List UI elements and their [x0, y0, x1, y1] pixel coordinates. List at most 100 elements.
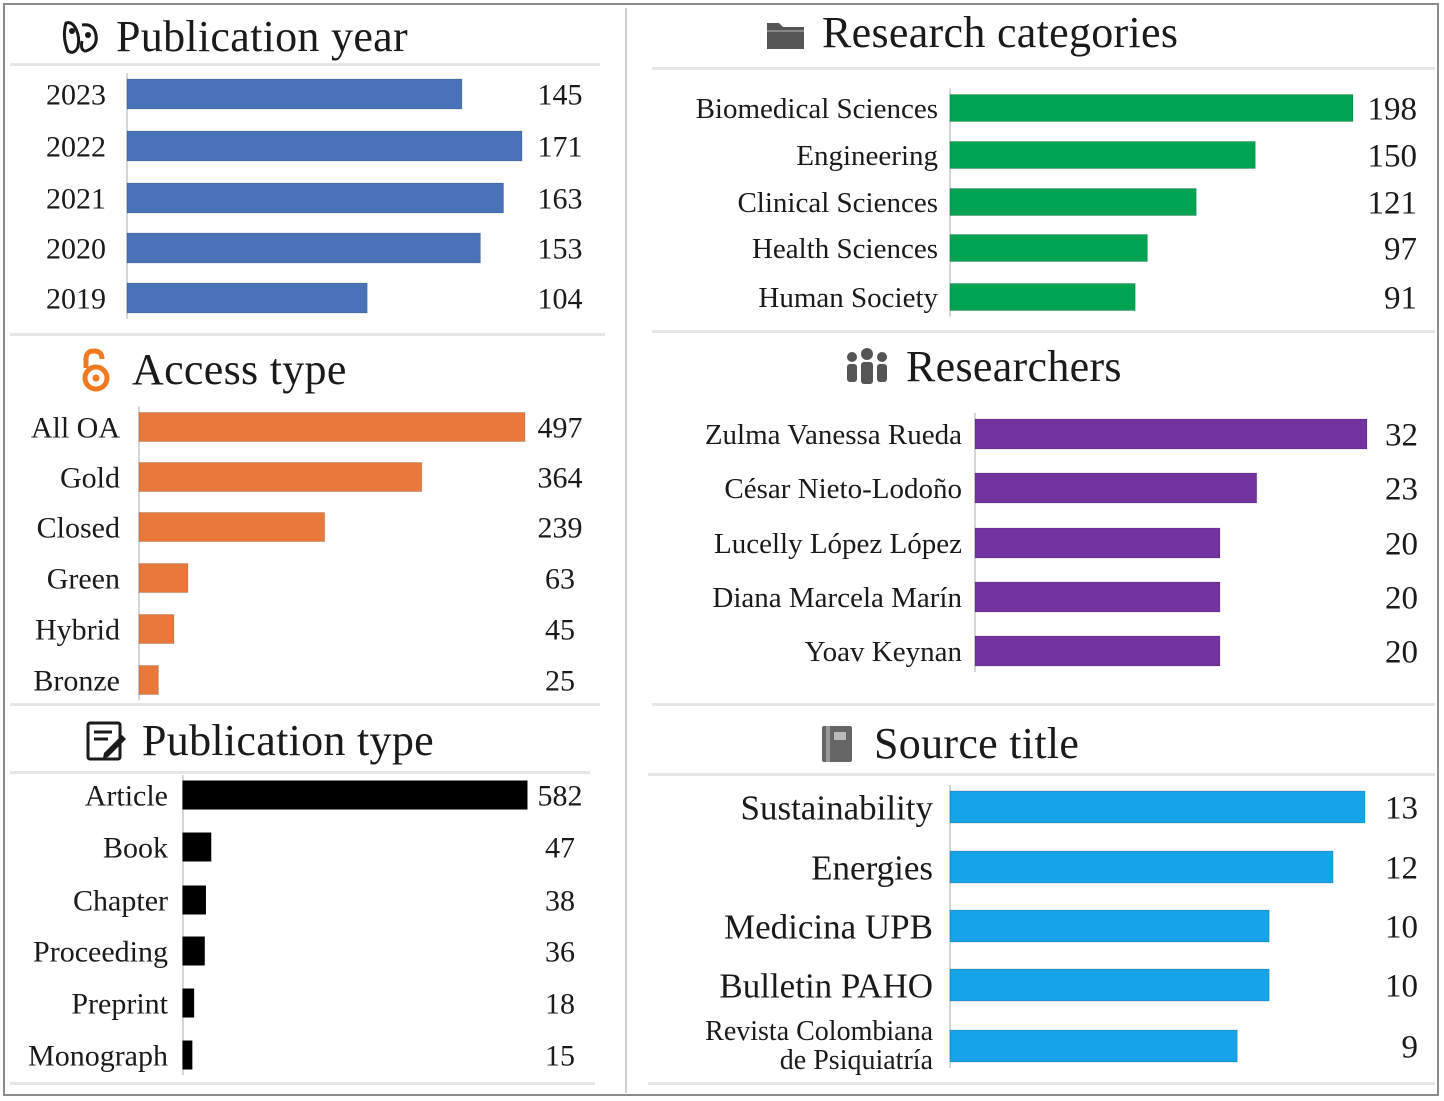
bar	[126, 182, 505, 214]
bar	[949, 234, 1148, 262]
category-label: Bulletin PAHO	[719, 966, 933, 1005]
category-label: Preprint	[71, 988, 168, 1021]
bar	[126, 78, 463, 110]
publication-type-chart: Article 582 Book 47 Chapter 38 Proceeding 36 Pre…	[28, 775, 583, 1075]
value-label: 10	[1385, 910, 1418, 946]
people-group-icon	[842, 345, 892, 389]
value-label: 497	[538, 412, 583, 445]
bar	[138, 412, 526, 442]
open-access-lock-icon	[74, 348, 118, 392]
bar	[182, 988, 195, 1018]
category-label: Monograph	[28, 1040, 168, 1073]
value-label: 25	[545, 665, 575, 698]
bar	[974, 418, 1368, 450]
bar	[949, 283, 1136, 311]
divider	[652, 67, 1435, 70]
value-label: 239	[538, 512, 583, 545]
value-label: 23	[1385, 472, 1418, 508]
category-label: Green	[47, 563, 120, 596]
category-label: Human Society	[758, 282, 938, 314]
value-label: 163	[538, 183, 583, 216]
publication-year-title: Publication year	[58, 12, 408, 62]
category-label: Chapter	[73, 885, 168, 918]
divider	[10, 1082, 595, 1085]
value-label: 91	[1384, 281, 1417, 317]
divider	[652, 330, 1435, 333]
access-type-title: Access type	[74, 345, 347, 395]
value-label: 198	[1368, 92, 1418, 128]
bar	[182, 832, 212, 862]
folder-icon	[764, 13, 808, 53]
value-label: 9	[1402, 1030, 1419, 1066]
category-label: Closed	[37, 512, 120, 545]
category-label: 2020	[46, 233, 106, 266]
research-categories-chart: Biomedical Sciences 198 Engineering 150 Clin…	[696, 88, 1418, 317]
value-label: 13	[1385, 791, 1418, 827]
category-label: Diana Marcela Marín	[712, 582, 962, 614]
bar	[949, 141, 1256, 169]
researchers-chart: Zulma Vanessa Rueda 32 César Nieto-Lodoño 2…	[705, 413, 1418, 672]
value-label: 47	[545, 832, 575, 865]
category-label: All OA	[31, 412, 121, 445]
category-label: Gold	[60, 462, 120, 495]
value-label: 364	[538, 462, 583, 495]
category-label: Medicina UPB	[724, 907, 933, 946]
book-icon	[816, 722, 860, 766]
bar	[126, 282, 368, 314]
divider	[10, 333, 605, 336]
value-label: 97	[1384, 232, 1417, 268]
bar	[949, 790, 1366, 824]
panel-title-text: Access type	[132, 345, 347, 394]
publication-type-title: Publication type	[84, 716, 434, 766]
bar	[949, 1029, 1238, 1063]
bar	[949, 909, 1270, 943]
value-label: 20	[1385, 581, 1418, 617]
research-categories-title: Research categories	[764, 8, 1178, 58]
divider	[652, 703, 1435, 706]
publication-year-chart: 2023 145 2022 171 2021 163 2020 153 2019 104	[46, 73, 583, 319]
column-divider	[625, 8, 627, 1093]
bar	[182, 885, 206, 915]
divider	[10, 703, 600, 706]
bar	[138, 665, 159, 695]
category-label: Energies	[811, 848, 933, 887]
category-label: Bronze	[33, 665, 120, 698]
value-label: 150	[1368, 139, 1418, 175]
access-type-chart: All OA 497 Gold 364 Closed 239 Green 63 Hybrid 45…	[31, 406, 583, 701]
bar	[974, 635, 1221, 667]
value-label: 153	[538, 233, 583, 266]
document-edit-icon	[84, 719, 128, 763]
bar	[974, 527, 1221, 559]
bar	[974, 581, 1221, 613]
category-label: Book	[103, 832, 168, 865]
category-label: Engineering	[796, 140, 938, 172]
value-label: 20	[1385, 635, 1418, 671]
bar	[126, 232, 481, 264]
category-label: Lucelly López López	[714, 528, 962, 560]
category-label: César Nieto-Lodoño	[724, 473, 962, 505]
value-label: 171	[538, 131, 583, 164]
bar	[949, 850, 1334, 884]
panel-title-text: Source title	[874, 719, 1080, 768]
category-label: Hybrid	[35, 614, 120, 647]
bar	[138, 614, 175, 644]
panel-title-text: Research categories	[822, 8, 1179, 57]
category-label: Clinical Sciences	[737, 187, 938, 219]
category-label: 2023	[46, 79, 106, 112]
figure-frame	[3, 3, 1439, 1096]
value-label: 20	[1385, 527, 1418, 563]
value-label: 104	[538, 283, 583, 316]
bar	[138, 462, 423, 492]
category-label: Health Sciences	[752, 233, 938, 265]
divider	[10, 63, 600, 66]
bar	[949, 188, 1197, 216]
category-label: 2021	[46, 183, 106, 216]
bar	[182, 936, 205, 966]
value-label: 45	[545, 614, 575, 647]
bar	[138, 512, 326, 542]
category-label: 2019	[46, 283, 106, 316]
category-label: Zulma Vanessa Rueda	[705, 419, 962, 451]
divider	[648, 1082, 1435, 1085]
value-label: 10	[1385, 969, 1418, 1005]
